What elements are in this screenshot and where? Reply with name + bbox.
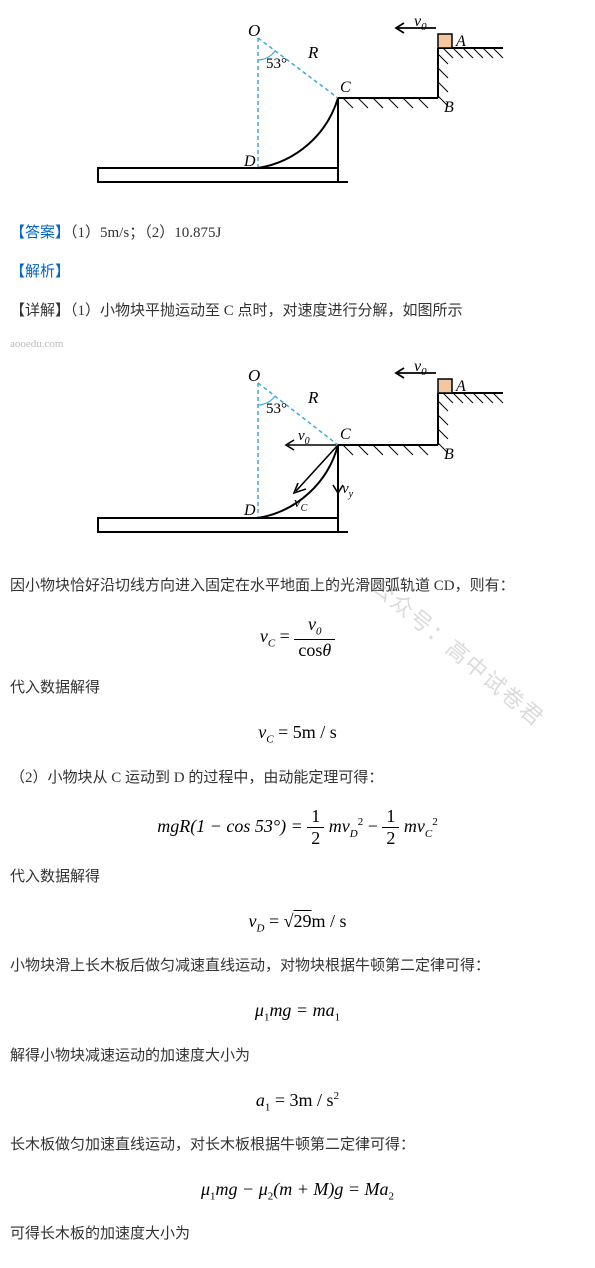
svg-text:53°: 53° bbox=[266, 401, 287, 417]
equation-7: μ1mg − μ2(m + M)g = Ma2 bbox=[10, 1173, 585, 1207]
svg-text:vy: vy bbox=[342, 481, 354, 500]
p1-text: （1）小物块平抛运动至 C 点时，对速度进行分解，如图所示 bbox=[70, 303, 463, 319]
detail-label: 【详解】 bbox=[10, 303, 70, 319]
analysis-label: 【解析】 bbox=[10, 259, 585, 286]
svg-text:C: C bbox=[340, 79, 351, 96]
svg-text:v0: v0 bbox=[298, 428, 310, 447]
p9: 可得长木板的加速度大小为 bbox=[10, 1221, 585, 1248]
p5: 代入数据解得 bbox=[10, 864, 585, 891]
p4: （2）小物块从 C 运动到 D 的过程中，由动能定理可得： bbox=[10, 765, 585, 792]
svg-text:R: R bbox=[307, 388, 319, 407]
svg-text:B: B bbox=[444, 99, 454, 116]
p7: 解得小物块减速运动的加速度大小为 bbox=[10, 1043, 585, 1070]
svg-text:v0: v0 bbox=[414, 363, 427, 378]
diagram-2-svg: O R 53° A B C D v0 v0 vC vy bbox=[88, 363, 508, 553]
equation-5: μ1mg = ma1 bbox=[10, 994, 585, 1028]
equation-4: vD = √29m / s bbox=[10, 905, 585, 939]
p3: 代入数据解得 bbox=[10, 675, 585, 702]
p6: 小物块滑上长木板后做匀减速直线运动，对物块根据牛顿第二定律可得： bbox=[10, 953, 585, 980]
svg-text:D: D bbox=[243, 153, 256, 170]
svg-text:vC: vC bbox=[294, 495, 308, 514]
svg-text:v0: v0 bbox=[414, 18, 427, 33]
equation-3: mgR(1 − cos 53°) = 12 mvD2 − 12 mvC2 bbox=[10, 806, 585, 850]
answer-text: （1）5m/s；（2）10.875J bbox=[70, 225, 221, 241]
p8: 长木板做匀加速直线运动，对长木板根据牛顿第二定律可得： bbox=[10, 1132, 585, 1159]
watermark-small: aooedu.com bbox=[10, 335, 585, 355]
diagram-1-svg: O R 53° A B C D v0 bbox=[88, 18, 508, 198]
figure-2: O R 53° A B C D v0 v0 vC vy bbox=[10, 363, 585, 563]
detail-p1: 【详解】（1）小物块平抛运动至 C 点时，对速度进行分解，如图所示 bbox=[10, 298, 585, 325]
svg-text:C: C bbox=[340, 426, 351, 443]
svg-text:B: B bbox=[444, 446, 454, 463]
equation-2: vC = 5m / s bbox=[10, 716, 585, 750]
svg-text:D: D bbox=[243, 502, 256, 519]
svg-text:O: O bbox=[248, 21, 260, 40]
answer-label: 【答案】 bbox=[10, 225, 70, 241]
equation-1: vC = v0 cosθ bbox=[10, 614, 585, 661]
svg-text:O: O bbox=[248, 366, 260, 385]
answer-block: 【答案】（1）5m/s；（2）10.875J bbox=[10, 220, 585, 247]
p2: 因小物块恰好沿切线方向进入固定在水平地面上的光滑圆弧轨道 CD，则有： bbox=[10, 573, 585, 600]
svg-text:R: R bbox=[307, 43, 319, 62]
equation-6: a1 = 3m / s2 bbox=[10, 1084, 585, 1118]
svg-text:53°: 53° bbox=[266, 56, 287, 72]
figure-1: O R 53° A B C D v0 bbox=[10, 18, 585, 208]
svg-text:A: A bbox=[455, 378, 466, 395]
svg-text:A: A bbox=[455, 33, 466, 50]
